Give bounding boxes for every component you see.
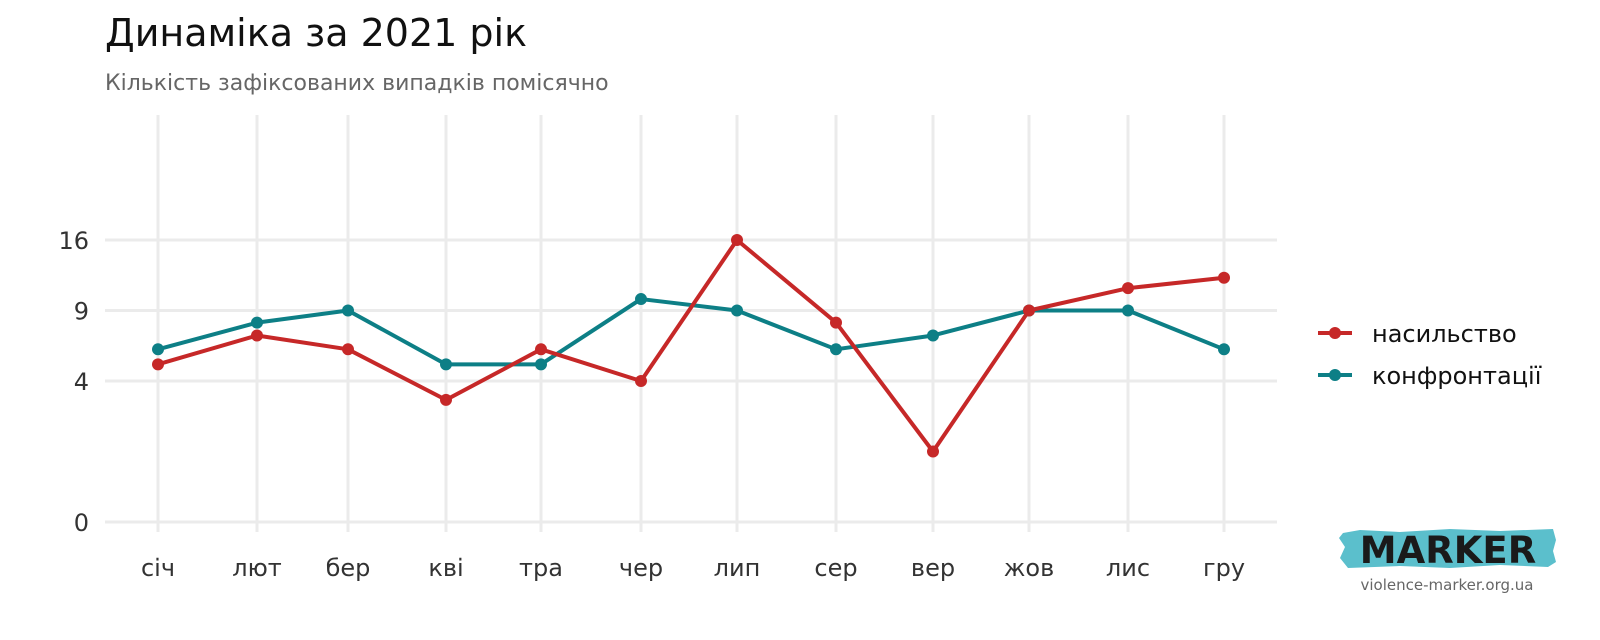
data-point [440,393,452,406]
data-point [1122,304,1134,317]
legend: насильство конфронтації [1318,320,1542,390]
data-point [635,293,647,306]
data-point [731,234,743,246]
data-point [152,343,164,356]
x-tick-label: жов [1004,554,1054,582]
data-point [440,358,452,371]
series-points [152,234,1230,458]
data-point [251,316,263,329]
data-point [535,358,547,371]
x-tick-label: гру [1203,554,1245,582]
y-axis-ticks: 0 4 9 16 [58,227,89,537]
data-point [830,343,842,356]
legend-marker [1329,369,1341,381]
data-point [342,304,354,317]
data-point [251,329,263,342]
data-point [1218,271,1230,284]
logo-brush-stroke [1339,529,1556,568]
data-point [830,316,842,329]
site-url: violence-marker.org.ua [1361,576,1534,594]
x-tick-label: чер [619,554,663,582]
x-tick-label: тра [519,554,563,582]
x-tick-label: кві [428,554,463,582]
y-tick-label: 16 [58,227,89,255]
y-tick-label: 9 [74,298,89,326]
x-tick-label: вер [911,554,955,582]
x-axis-ticks: січ лют бер кві тра чер лип сер вер жов лис гру [141,554,1245,582]
data-point [342,343,354,356]
series-lines [156,238,1226,454]
chart-subtitle: Кількість зафіксованих випадків помісячн… [105,71,609,96]
x-tick-label: сер [814,554,857,582]
data-point [1023,304,1035,317]
x-tick-label: лис [1106,554,1150,582]
series-line-1 [156,297,1226,367]
legend-label: конфронтації [1372,362,1542,390]
x-tick-label: лют [232,554,282,582]
logo-text: MARKER [1360,529,1536,572]
marker-logo: MARKER violence-marker.org.ua [1339,529,1556,594]
data-point [927,445,939,458]
data-point [535,343,547,356]
legend-label: насильство [1372,320,1517,348]
x-tick-label: січ [141,554,175,582]
data-point [152,358,164,371]
data-point [1122,282,1134,295]
data-point [635,375,647,387]
chart-title: Динаміка за 2021 рік [105,11,527,55]
y-tick-label: 0 [74,509,89,537]
x-tick-label: лип [714,554,761,582]
y-tick-label: 4 [74,368,89,396]
x-tick-label: бер [326,554,371,582]
data-point [927,329,939,342]
legend-marker [1329,327,1341,339]
data-point [731,304,743,317]
y-gridlines [105,238,1277,524]
data-point [1218,343,1230,356]
x-gridlines [156,115,1226,532]
series-line-0 [156,238,1226,454]
